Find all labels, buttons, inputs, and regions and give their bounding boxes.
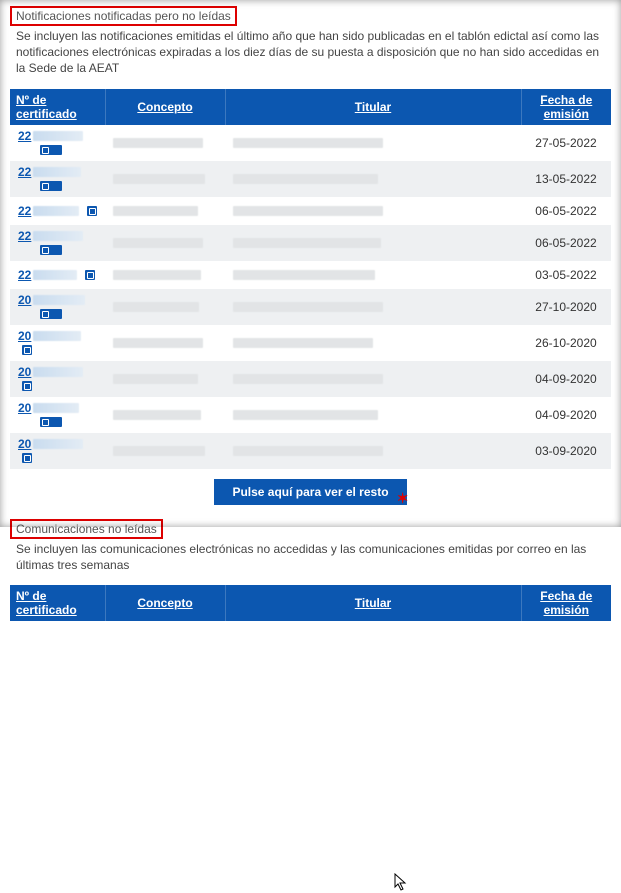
document-icon	[87, 206, 97, 216]
col-header-titular-2[interactable]: Titular	[225, 585, 521, 621]
redacted-text	[113, 174, 205, 184]
col-header-cert[interactable]: Nº de certificado	[10, 89, 105, 125]
col-header-titular[interactable]: Titular	[225, 89, 521, 125]
emission-date: 06-05-2022	[521, 197, 611, 225]
redacted-text	[33, 295, 85, 305]
redacted-text	[113, 302, 199, 312]
redacted-text	[113, 270, 201, 280]
notifications-description: Se incluyen las notificaciones emitidas …	[10, 28, 611, 77]
table-row: 20 04-09-2020	[10, 397, 611, 433]
col-header-fecha[interactable]: Fecha de emisión	[521, 89, 611, 125]
redacted-text	[33, 403, 79, 413]
redacted-text	[233, 174, 378, 184]
redacted-text	[33, 270, 77, 280]
table-row: 22 27-05-2022	[10, 125, 611, 161]
emission-date: 03-05-2022	[521, 261, 611, 289]
table-row: 20 03-09-2020	[10, 433, 611, 469]
redacted-text	[113, 138, 203, 148]
document-icon	[40, 181, 62, 191]
redacted-text	[33, 167, 81, 177]
redacted-text	[113, 374, 198, 384]
cursor-icon	[394, 873, 410, 893]
redacted-text	[33, 439, 83, 449]
redacted-text	[33, 131, 83, 141]
emission-date: 26-10-2020	[521, 325, 611, 361]
redacted-text	[113, 410, 201, 420]
emission-date: 27-10-2020	[521, 289, 611, 325]
certificate-link[interactable]: 20	[18, 437, 31, 451]
certificate-link[interactable]: 20	[18, 293, 31, 307]
document-icon	[22, 453, 32, 463]
see-more-button[interactable]: Pulse aquí para ver el resto ✶	[214, 479, 406, 505]
certificate-link[interactable]: 22	[18, 165, 31, 179]
col-header-fecha-2[interactable]: Fecha de emisión	[521, 585, 611, 621]
communications-description: Se incluyen las comunicaciones electróni…	[10, 541, 611, 573]
redacted-text	[113, 238, 203, 248]
table-row: 22 06-05-2022	[10, 225, 611, 261]
table-row: 22 13-05-2022	[10, 161, 611, 197]
notifications-section: Notificaciones notificadas pero no leída…	[10, 6, 611, 505]
col-header-concept[interactable]: Concepto	[105, 89, 225, 125]
table-row: 22 03-05-2022	[10, 261, 611, 289]
emission-date: 13-05-2022	[521, 161, 611, 197]
redacted-text	[233, 238, 381, 248]
certificate-link[interactable]: 22	[18, 204, 31, 218]
redacted-text	[33, 206, 79, 216]
certificate-link[interactable]: 20	[18, 401, 31, 415]
redacted-text	[113, 206, 198, 216]
communications-table: Nº de certificado Concepto Titular Fecha…	[10, 585, 611, 621]
highlight-marker-icon: ✶	[397, 490, 409, 507]
redacted-text	[233, 410, 378, 420]
document-icon	[22, 381, 32, 391]
certificate-link[interactable]: 20	[18, 329, 31, 343]
redacted-text	[113, 338, 203, 348]
emission-date: 04-09-2020	[521, 397, 611, 433]
redacted-text	[233, 374, 383, 384]
document-icon	[40, 145, 62, 155]
document-icon	[40, 245, 62, 255]
redacted-text	[33, 231, 83, 241]
redacted-text	[233, 338, 373, 348]
table-row: 20 26-10-2020	[10, 325, 611, 361]
certificate-link[interactable]: 22	[18, 268, 31, 282]
redacted-text	[233, 138, 383, 148]
communications-title: Comunicaciones no leídas	[10, 519, 163, 539]
document-icon	[40, 417, 62, 427]
redacted-text	[233, 302, 383, 312]
col-header-cert-2[interactable]: Nº de certificado	[10, 585, 105, 621]
notifications-title: Notificaciones notificadas pero no leída…	[10, 6, 237, 26]
col-header-concept-2[interactable]: Concepto	[105, 585, 225, 621]
emission-date: 03-09-2020	[521, 433, 611, 469]
communications-section: Comunicaciones no leídas Se incluyen las…	[10, 519, 611, 621]
certificate-link[interactable]: 20	[18, 365, 31, 379]
redacted-text	[33, 331, 81, 341]
document-icon	[85, 270, 95, 280]
redacted-text	[113, 446, 205, 456]
document-icon	[40, 309, 62, 319]
notifications-table: Nº de certificado Concepto Titular Fecha…	[10, 89, 611, 469]
redacted-text	[233, 446, 383, 456]
redacted-text	[233, 270, 375, 280]
redacted-text	[33, 367, 83, 377]
certificate-link[interactable]: 22	[18, 129, 31, 143]
emission-date: 27-05-2022	[521, 125, 611, 161]
table-row: 20 27-10-2020	[10, 289, 611, 325]
redacted-text	[233, 206, 383, 216]
see-more-label: Pulse aquí para ver el resto	[232, 485, 388, 499]
emission-date: 06-05-2022	[521, 225, 611, 261]
document-icon	[22, 345, 32, 355]
table-row: 22 06-05-2022	[10, 197, 611, 225]
certificate-link[interactable]: 22	[18, 229, 31, 243]
emission-date: 04-09-2020	[521, 361, 611, 397]
table-row: 20 04-09-2020	[10, 361, 611, 397]
